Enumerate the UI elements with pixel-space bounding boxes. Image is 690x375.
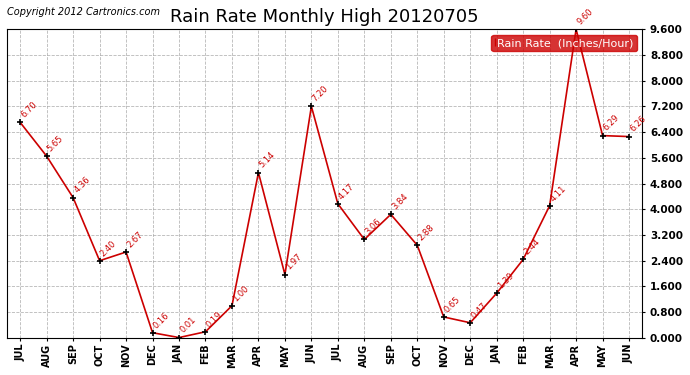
Text: 6.29: 6.29 [602, 113, 621, 133]
Text: 4.11: 4.11 [549, 184, 568, 203]
Text: 2.40: 2.40 [99, 238, 118, 258]
Text: 0.65: 0.65 [443, 295, 462, 314]
Text: 5.14: 5.14 [257, 150, 277, 170]
Text: 2.44: 2.44 [522, 237, 542, 256]
Text: 9.60: 9.60 [575, 7, 595, 26]
Text: 4.17: 4.17 [337, 182, 357, 201]
Text: 3.84: 3.84 [390, 192, 410, 211]
Text: 0.19: 0.19 [205, 310, 224, 329]
Text: 4.36: 4.36 [72, 176, 92, 195]
Legend: Rain Rate  (Inches/Hour): Rain Rate (Inches/Hour) [491, 35, 637, 51]
Text: 1.97: 1.97 [284, 252, 304, 272]
Text: 0.01: 0.01 [178, 315, 197, 335]
Text: 1.39: 1.39 [496, 271, 515, 290]
Text: 5.65: 5.65 [46, 134, 66, 153]
Title: Rain Rate Monthly High 20120705: Rain Rate Monthly High 20120705 [170, 8, 479, 26]
Text: 0.47: 0.47 [469, 300, 489, 320]
Text: 2.67: 2.67 [126, 230, 145, 249]
Text: 1.00: 1.00 [231, 284, 250, 303]
Text: 7.20: 7.20 [310, 84, 330, 104]
Text: 6.26: 6.26 [629, 114, 648, 134]
Text: 2.88: 2.88 [417, 223, 436, 243]
Text: Copyright 2012 Cartronics.com: Copyright 2012 Cartronics.com [7, 7, 160, 17]
Text: 0.16: 0.16 [152, 310, 171, 330]
Text: 3.06: 3.06 [364, 217, 383, 237]
Text: 6.70: 6.70 [19, 100, 39, 120]
